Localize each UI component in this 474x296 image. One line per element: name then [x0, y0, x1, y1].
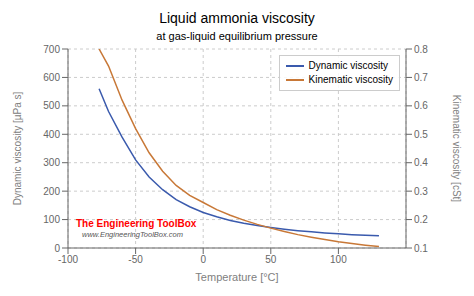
html-text:www.EngineeringToolBox.com: www.EngineeringToolBox.com: [82, 230, 183, 239]
svg-text:Temperature [°C]: Temperature [°C]: [195, 271, 278, 283]
svg-text:400: 400: [43, 129, 60, 140]
svg-text:500: 500: [43, 100, 60, 111]
svg-text:-50: -50: [128, 254, 143, 265]
svg-text:Kinematic viscosity [cSt]: Kinematic viscosity [cSt]: [451, 95, 462, 202]
svg-text:0.6: 0.6: [414, 100, 428, 111]
svg-text:-100: -100: [58, 254, 78, 265]
svg-text:0.8: 0.8: [414, 44, 428, 55]
svg-text:Dynamic viscosity [µPa s]: Dynamic viscosity [µPa s]: [12, 92, 23, 206]
html-text:The Engineering ToolBox: The Engineering ToolBox: [76, 218, 197, 229]
svg-text:0.7: 0.7: [414, 72, 428, 83]
svg-text:300: 300: [43, 157, 60, 168]
svg-text:700: 700: [43, 44, 60, 55]
svg-text:0: 0: [200, 254, 206, 265]
svg-text:0.4: 0.4: [414, 157, 428, 168]
svg-text:200: 200: [43, 186, 60, 197]
svg-text:0.5: 0.5: [414, 129, 428, 140]
svg-text:50: 50: [265, 254, 277, 265]
svg-text:600: 600: [43, 72, 60, 83]
svg-text:0.2: 0.2: [414, 214, 428, 225]
svg-text:100: 100: [330, 254, 347, 265]
svg-text:0: 0: [54, 243, 60, 254]
html-text:Kinematic viscosity: Kinematic viscosity: [308, 74, 393, 85]
html-text:Dynamic viscosity: Dynamic viscosity: [308, 60, 388, 71]
svg-text:0.3: 0.3: [414, 186, 428, 197]
html-text:Liquid ammonia viscosity: Liquid ammonia viscosity: [159, 10, 315, 26]
svg-text:100: 100: [43, 214, 60, 225]
svg-text:0.1: 0.1: [414, 243, 428, 254]
html-text:at gas-liquid equilibrium pres: at gas-liquid equilibrium pressure: [156, 30, 318, 42]
